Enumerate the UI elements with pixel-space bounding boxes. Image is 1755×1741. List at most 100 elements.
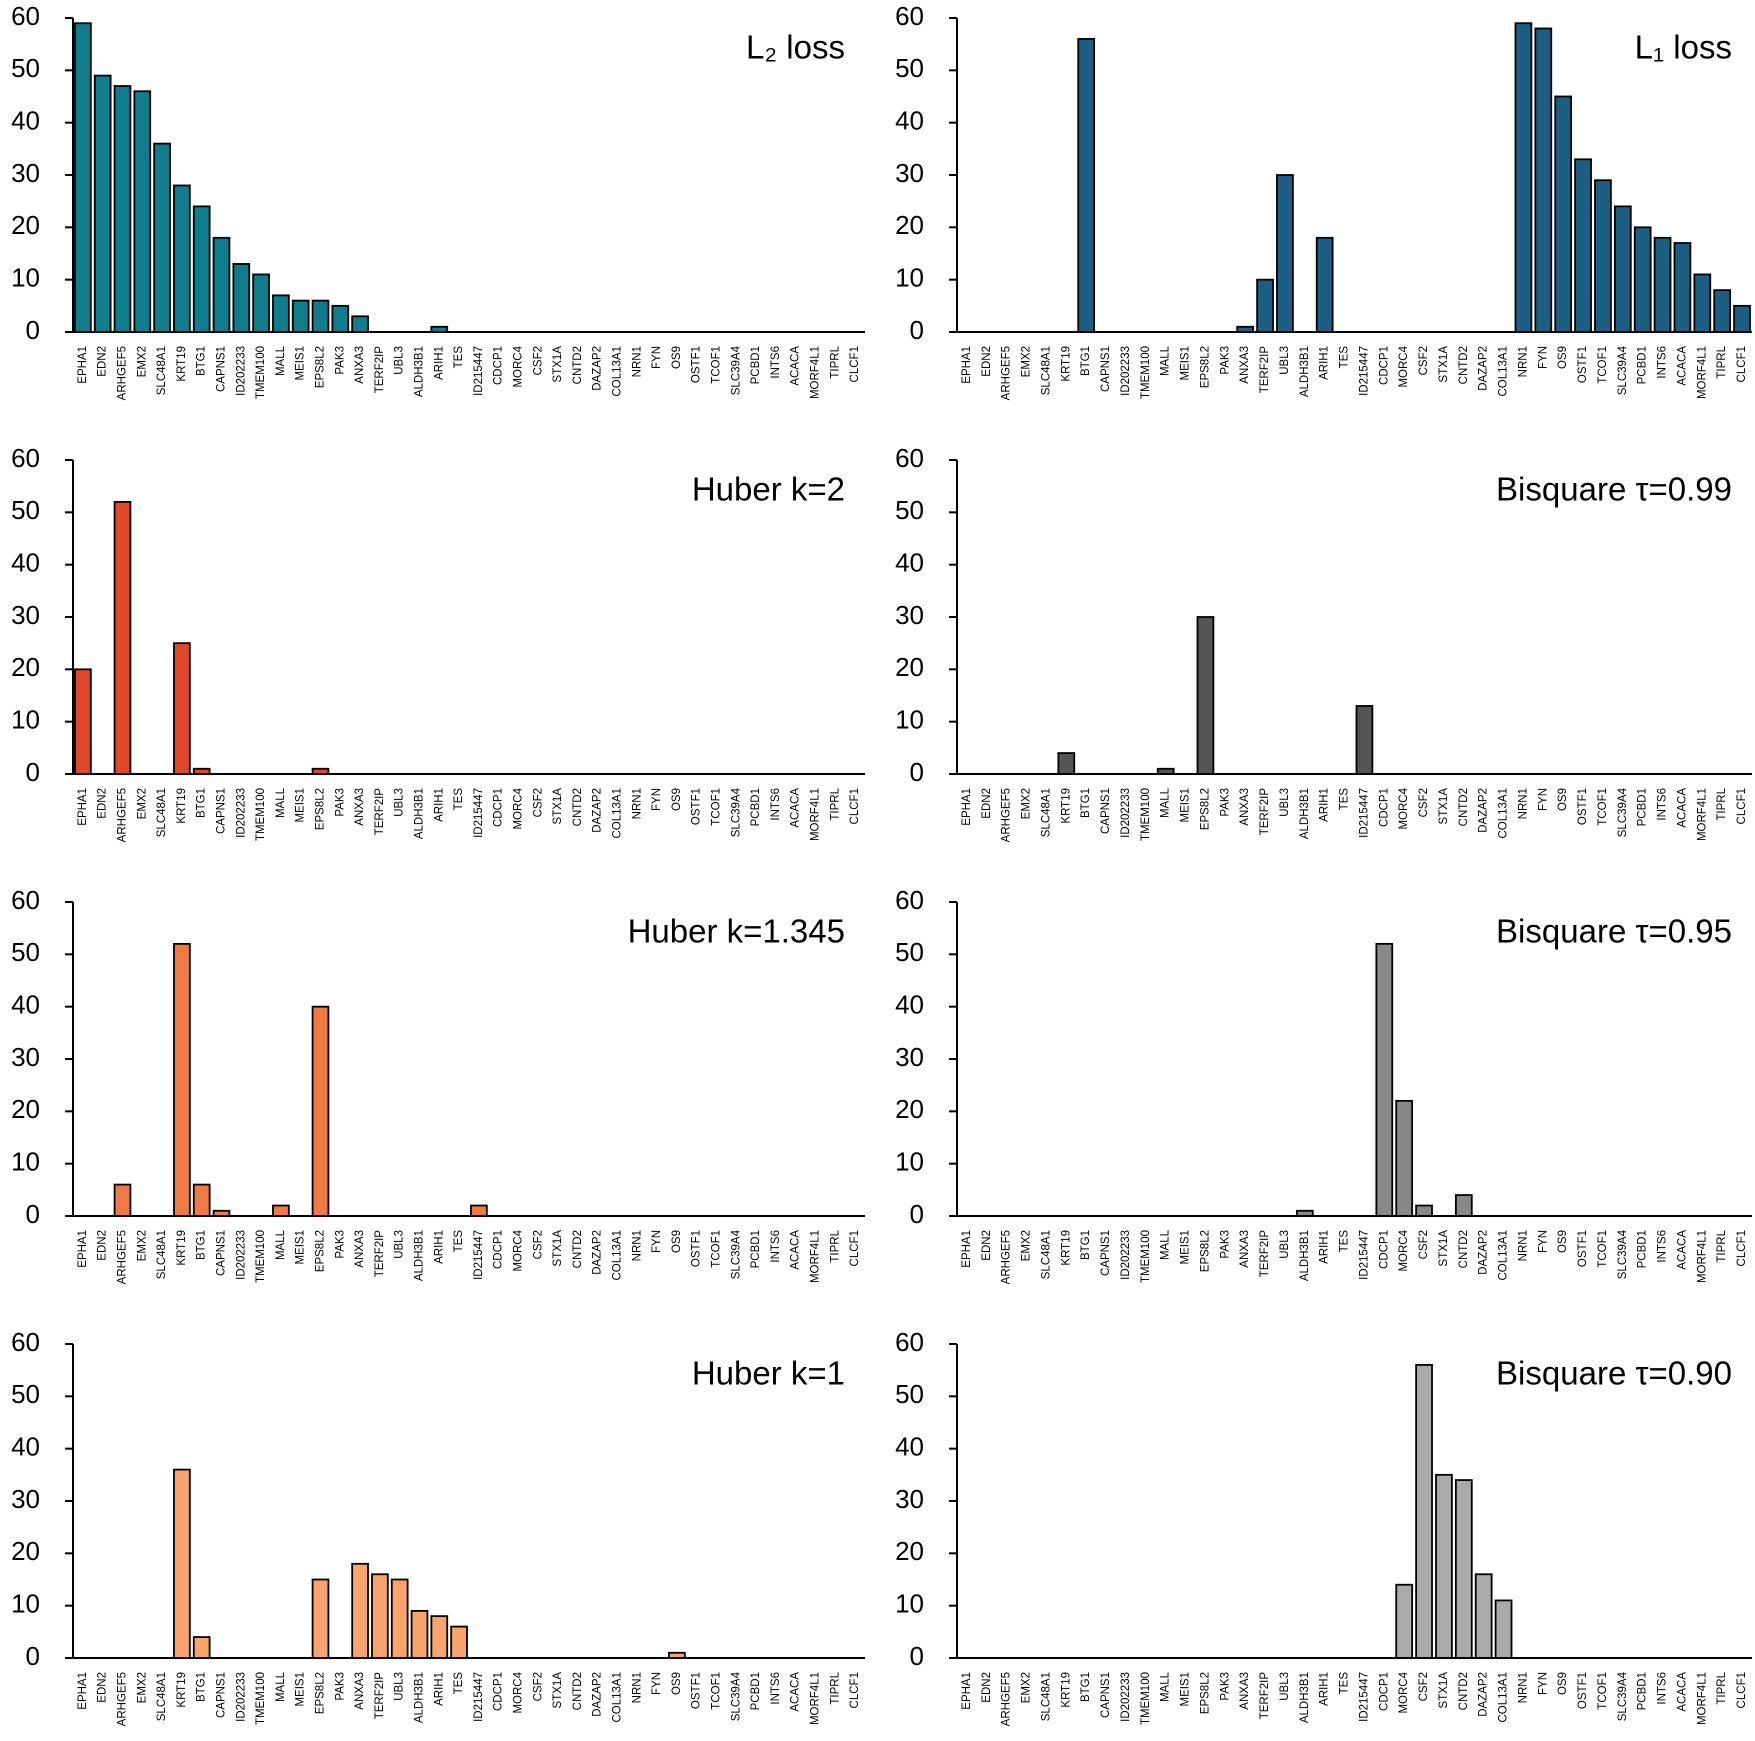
bar [1057, 752, 1076, 775]
x-tick-label: COL13A1 [1498, 1672, 1510, 1723]
y-tick-label: 20 [895, 1094, 924, 1124]
x-tick-label: TERF2IP [1259, 1672, 1271, 1720]
x-tick-label: OSTF1 [1577, 788, 1589, 825]
x-tick-label: MORC4 [1398, 345, 1410, 387]
y-tick-label: 40 [11, 1432, 40, 1462]
x-tick-label: CDCP1 [1378, 1672, 1390, 1711]
bar [1474, 1573, 1493, 1659]
bar [1653, 236, 1672, 333]
x-tick-label: BTG1 [196, 1672, 208, 1702]
bar [1673, 242, 1692, 333]
x-tick-label: DAZAP2 [592, 788, 604, 833]
x-tick-label: INTS6 [770, 788, 782, 821]
x-tick-label: FYN [651, 346, 663, 369]
bar [192, 1183, 211, 1217]
bar [192, 1636, 211, 1659]
bar [1554, 95, 1573, 333]
x-tick-label: PAK3 [1219, 1672, 1231, 1701]
x-tick-label: SLC48A1 [156, 1672, 168, 1721]
x-tick-label: ID215447 [1358, 1230, 1370, 1280]
x-tick-label: TMEM100 [255, 1230, 267, 1283]
y-tick-label: 50 [11, 53, 40, 83]
x-tick-label: KRT19 [1060, 1672, 1072, 1708]
x-tick-label: EPS8L2 [315, 346, 327, 388]
x-tick-label: PAK3 [334, 346, 346, 375]
x-tick-label: MEIS1 [295, 346, 307, 381]
x-tick-label: TCOF1 [1597, 788, 1609, 826]
x-tick-label: PAK3 [1219, 1230, 1231, 1259]
x-tick-label: EMX2 [1021, 346, 1033, 377]
bar [351, 315, 369, 333]
x-tick-label: CLCF1 [849, 346, 861, 382]
y-tick-label: 10 [11, 1147, 40, 1177]
x-tick-label: TCOF1 [1597, 1230, 1609, 1268]
x-tick-label: EDN2 [97, 788, 109, 819]
y-tick-label: 50 [11, 495, 40, 525]
x-tick-label: OSTF1 [1577, 1672, 1589, 1709]
x-tick-label: TIPRL [1716, 345, 1728, 378]
x-tick-label: OSTF1 [1577, 346, 1589, 383]
x-tick-label: NRN1 [1517, 1230, 1529, 1261]
x-tick-label: TIPRL [829, 1229, 841, 1262]
panel-title: Bisquare τ=0.99 [1496, 471, 1732, 508]
x-tick-label: MORC4 [1398, 1671, 1410, 1713]
x-tick-label: PCBD1 [1637, 346, 1649, 384]
x-tick-label: TERF2IP [374, 1230, 386, 1278]
x-tick-label: UBL3 [1279, 1672, 1291, 1701]
x-tick-label: CLCF1 [1736, 346, 1748, 382]
panel-title: Huber k=1 [692, 1355, 845, 1392]
y-tick-label: 50 [895, 1379, 924, 1409]
x-tick-label: TES [453, 1230, 465, 1253]
x-tick-label: OS9 [671, 346, 683, 369]
x-tick-label: CDCP1 [1378, 346, 1390, 385]
bar [1415, 1364, 1433, 1659]
x-tick-label: KRT19 [176, 1230, 188, 1266]
x-tick-label: TERF2IP [374, 788, 386, 836]
x-tick-label: ID202233 [1120, 1672, 1132, 1722]
x-tick-label: CAPNS1 [1100, 788, 1112, 834]
y-tick-label: 60 [895, 1327, 924, 1357]
bar [1315, 236, 1334, 333]
bar [173, 642, 191, 775]
y-tick-label: 0 [910, 1641, 924, 1671]
x-tick-label: EPHA1 [77, 1672, 89, 1710]
x-tick-label: MALL [1160, 1229, 1172, 1260]
x-tick-label: EDN2 [97, 1230, 109, 1261]
x-tick-label: CSF2 [1418, 1230, 1430, 1259]
y-tick-label: 20 [895, 210, 924, 240]
panel-title: Bisquare τ=0.90 [1496, 1355, 1732, 1392]
x-tick-label: CNTD2 [1458, 1230, 1470, 1268]
x-tick-label: ACACA [1676, 1230, 1688, 1270]
x-tick-label: MORF4L1 [810, 1230, 822, 1283]
x-tick-label: MEIS1 [1180, 1230, 1192, 1265]
bar [1256, 278, 1274, 333]
x-tick-label: CNTD2 [1458, 1672, 1470, 1710]
x-tick-label: ARHGEF5 [1001, 346, 1013, 400]
x-tick-label: ID215447 [473, 346, 485, 396]
y-tick-label: 20 [11, 1536, 40, 1566]
x-tick-label: PAK3 [1219, 346, 1231, 375]
bar [1077, 38, 1096, 333]
x-tick-label: MORF4L1 [810, 346, 822, 399]
bar [430, 1615, 449, 1659]
x-tick-label: ARIH1 [1319, 1230, 1331, 1264]
x-tick-label: MORC4 [1398, 787, 1410, 829]
x-tick-label: TES [453, 788, 465, 811]
x-tick-label: ARHGEF5 [117, 788, 129, 842]
x-tick-label: TIPRL [1716, 1229, 1728, 1262]
x-tick-label: NRN1 [1517, 788, 1529, 819]
x-tick-label: KRT19 [1060, 788, 1072, 824]
x-tick-label: EDN2 [981, 1672, 993, 1703]
x-tick-label: PCBD1 [750, 1230, 762, 1268]
bar [1355, 705, 1374, 775]
bar [371, 1573, 389, 1659]
x-tick-label: ID202233 [235, 788, 247, 838]
x-tick-label: FYN [651, 1230, 663, 1253]
x-tick-label: EMX2 [1021, 1672, 1033, 1703]
x-tick-label: ANXA3 [1239, 788, 1251, 826]
x-tick-label: ALDH3B1 [414, 1672, 426, 1723]
x-tick-label: DAZAP2 [592, 1230, 604, 1275]
x-tick-label: STX1A [552, 1672, 564, 1709]
x-tick-label: EDN2 [981, 788, 993, 819]
x-tick-label: NRN1 [631, 788, 643, 819]
